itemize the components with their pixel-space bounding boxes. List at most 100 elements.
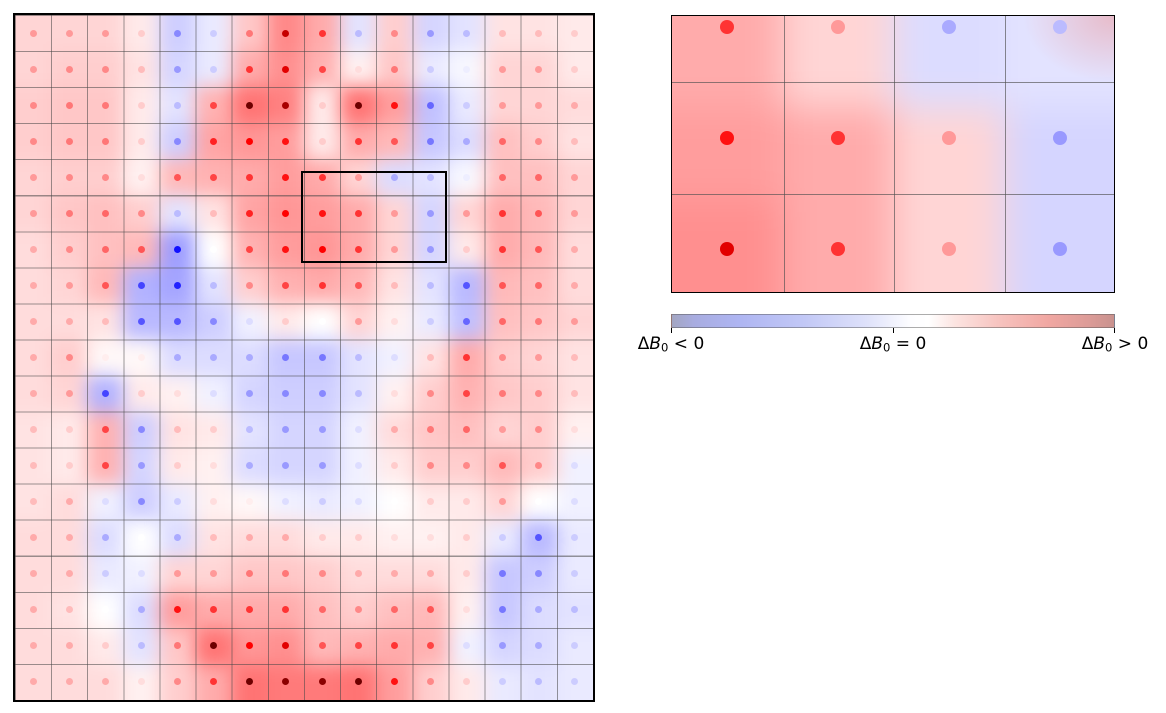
sample-dot (174, 606, 182, 614)
grid-cell (521, 376, 557, 412)
grid-cell (123, 520, 159, 556)
sample-dot (137, 245, 145, 253)
sample-dot (318, 534, 326, 542)
grid-cell (51, 195, 87, 231)
sample-dot (318, 317, 326, 325)
sample-dot (137, 678, 145, 686)
sample-dot (29, 209, 37, 217)
grid-cell (304, 303, 340, 339)
grid-cell (15, 159, 51, 195)
grid-cell (376, 267, 412, 303)
sample-dot (390, 65, 398, 73)
sample-dot (210, 390, 218, 398)
grid-cell (485, 15, 521, 51)
grid-cell (304, 195, 340, 231)
sample-dot (65, 317, 73, 325)
field-cell (376, 13, 412, 14)
grid-cell (268, 123, 304, 159)
zoom-sample-dot (1053, 20, 1067, 34)
sample-dot (210, 101, 218, 109)
grid-cell (376, 303, 412, 339)
grid-cell (340, 448, 376, 484)
sample-dot (29, 570, 37, 578)
sample-dot (29, 498, 37, 506)
grid-cell (268, 339, 304, 375)
sample-dot (101, 426, 109, 434)
grid-cell (123, 628, 159, 664)
sample-dot (426, 29, 434, 37)
sample-dot (499, 173, 507, 181)
sample-dot (282, 606, 290, 614)
sample-dot (101, 353, 109, 361)
sample-dot (535, 462, 543, 470)
sample-dot (571, 426, 579, 434)
sample-dot (535, 390, 543, 398)
sample-dot (426, 462, 434, 470)
grid-cell (232, 195, 268, 231)
grid-cell (557, 484, 593, 520)
grid-cell (268, 376, 304, 412)
sample-dot (499, 606, 507, 614)
field-cell (594, 159, 595, 195)
sample-dot (318, 678, 326, 686)
grid-cell (449, 376, 485, 412)
grid-cell (87, 376, 123, 412)
field-cell (340, 701, 376, 702)
zoom-grid-hline (672, 194, 1114, 195)
grid-cell (557, 448, 593, 484)
grid-cell (196, 159, 232, 195)
zoom-grid-vline (1005, 16, 1006, 292)
sample-dot (390, 281, 398, 289)
sample-dot (101, 65, 109, 73)
field-cell (594, 592, 595, 628)
sample-dot (246, 462, 254, 470)
grid-cell (304, 520, 340, 556)
grid-cell (87, 123, 123, 159)
sample-dot (318, 498, 326, 506)
sample-dot (354, 245, 362, 253)
field-cell (594, 412, 595, 448)
sample-dot (282, 137, 290, 145)
grid-cell (521, 15, 557, 51)
field-cell (594, 701, 595, 702)
grid-cell (485, 412, 521, 448)
grid-cell (485, 51, 521, 87)
grid-cell (376, 51, 412, 87)
colorbar-label-zero: ΔB0 = 0 (859, 334, 927, 355)
sample-dot (65, 137, 73, 145)
grid-cell (340, 556, 376, 592)
field-cell (521, 13, 557, 14)
grid-cell (232, 520, 268, 556)
grid-cell (15, 484, 51, 520)
grid-cell (449, 159, 485, 195)
grid-cell (449, 556, 485, 592)
grid-cell (376, 448, 412, 484)
sample-dot (174, 642, 182, 650)
sample-dot (174, 101, 182, 109)
grid-cell (268, 592, 304, 628)
grid-cell (87, 159, 123, 195)
sample-dot (282, 498, 290, 506)
grid-cell (51, 448, 87, 484)
grid-cell (340, 303, 376, 339)
grid-cell (87, 339, 123, 375)
sample-dot (137, 426, 145, 434)
sample-dot (65, 353, 73, 361)
grid-cell (521, 123, 557, 159)
field-cell (594, 376, 595, 412)
sample-dot (210, 534, 218, 542)
grid-cell (449, 520, 485, 556)
grid-cell (51, 303, 87, 339)
sample-dot (354, 534, 362, 542)
grid-cell (123, 376, 159, 412)
sample-dot (390, 245, 398, 253)
sample-dot (137, 570, 145, 578)
sample-dot (354, 498, 362, 506)
grid-cell (376, 87, 412, 123)
sample-dot (174, 65, 182, 73)
grid-cell (340, 123, 376, 159)
sample-dot (246, 65, 254, 73)
grid-cell (376, 195, 412, 231)
grid-cell (304, 159, 340, 195)
sample-dot (318, 245, 326, 253)
